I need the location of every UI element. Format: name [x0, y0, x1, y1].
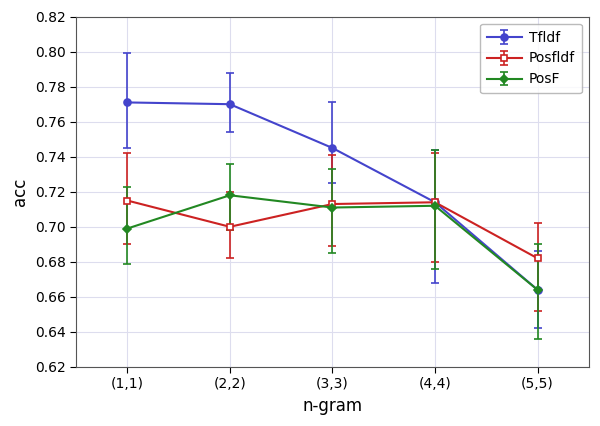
Y-axis label: acc: acc: [11, 178, 29, 206]
X-axis label: n-gram: n-gram: [302, 397, 362, 415]
Legend: Tfldf, Posfldf, PosF: Tfldf, Posfldf, PosF: [480, 23, 582, 93]
